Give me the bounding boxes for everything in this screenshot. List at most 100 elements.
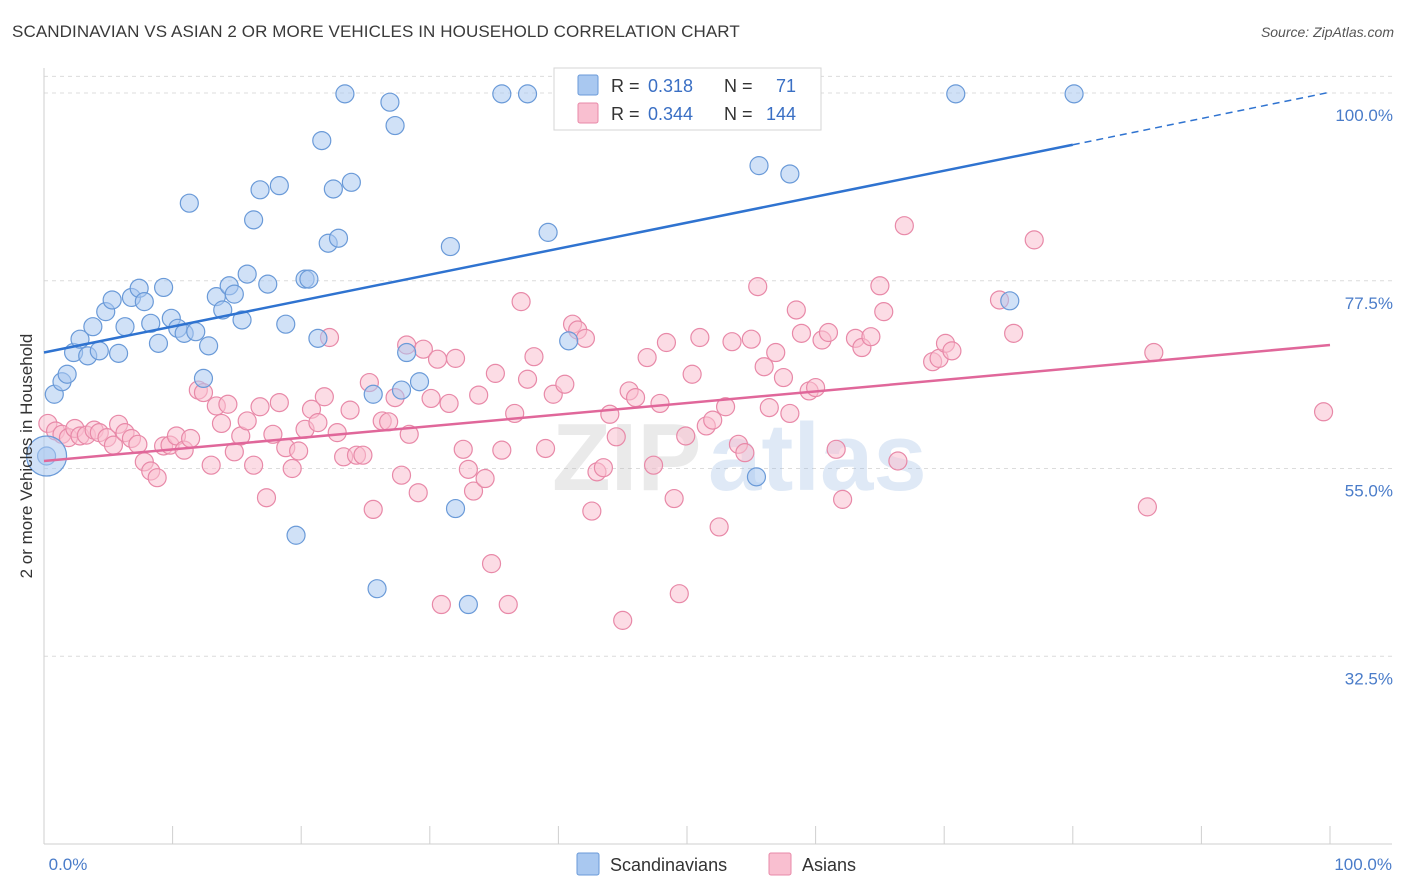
asians-point	[874, 302, 894, 322]
legend-n-label-scandinavians: N =	[724, 76, 753, 96]
asians-point	[1137, 497, 1157, 517]
asians-point	[269, 392, 289, 413]
asians-point	[625, 387, 646, 408]
scandinavians-point	[108, 343, 129, 363]
asians-point	[463, 481, 484, 501]
series-legend-swatch-scandinavians	[576, 852, 600, 876]
asians-point	[606, 427, 626, 447]
asians-point	[327, 423, 347, 443]
asians-point	[353, 445, 373, 465]
asians-point	[453, 439, 473, 459]
scandinavians-point	[341, 172, 361, 192]
scandinavians-point	[749, 156, 769, 176]
asians-point	[833, 489, 853, 509]
asians-trendline	[43, 343, 1331, 463]
asians-point	[715, 397, 736, 417]
asians-point	[780, 403, 800, 424]
scandinavians-trendline-projection	[1072, 91, 1331, 146]
asians-point	[600, 404, 620, 424]
legend-r-value-asians: 0.344	[648, 104, 693, 124]
legend-swatch-asians	[577, 102, 599, 124]
scandinavians-point	[299, 269, 319, 289]
series-legend: Scandinavians Asians	[576, 852, 856, 876]
asians-point	[458, 459, 478, 479]
scandinavians-point	[440, 236, 460, 257]
asians-point	[517, 369, 538, 389]
scandinavians-point	[385, 115, 405, 136]
scandinavians-point	[232, 310, 252, 330]
scandinavians-point	[946, 84, 966, 104]
scandinavians-trendline	[43, 143, 1074, 354]
asians-point	[643, 455, 664, 475]
scandinavians-point	[89, 341, 109, 361]
asians-point	[218, 394, 238, 414]
asians-point	[1024, 230, 1044, 250]
scandinavians-point	[780, 164, 800, 184]
asians-point	[524, 347, 544, 367]
asians-point	[593, 458, 614, 478]
asians-point	[759, 398, 779, 418]
legend-n-label-asians: N =	[724, 104, 753, 124]
asians-point	[656, 332, 677, 353]
asians-point	[575, 328, 596, 348]
legend-r-label-asians: R =	[611, 104, 640, 124]
asians-point	[754, 357, 774, 377]
scandinavians-point	[367, 579, 387, 599]
asians-point	[741, 329, 761, 349]
asians-point	[498, 594, 518, 615]
scandinavians-point	[746, 467, 767, 487]
trendlines	[43, 91, 1331, 463]
scandinavians-point	[148, 333, 169, 353]
scandinavians-point	[492, 84, 512, 104]
asians-point	[475, 468, 495, 489]
asians-point	[613, 610, 633, 630]
y-axis-label: 2 or more Vehicles in Household	[17, 334, 36, 579]
scandinavians-point	[153, 277, 174, 298]
asians-point	[818, 322, 839, 343]
scandinavians-point	[250, 180, 270, 200]
scandinavians-point	[363, 384, 383, 404]
asians-point	[237, 411, 257, 431]
asians-point	[427, 349, 448, 369]
scandinavians-point	[308, 328, 328, 348]
legend-r-value-scandinavians: 0.318	[648, 76, 693, 96]
scandinavians-point	[258, 274, 278, 294]
scandinavians-point	[1000, 291, 1020, 311]
asians-point	[703, 410, 723, 430]
asians-points	[38, 216, 1334, 630]
x-tick-labels: 0.0% 100.0%	[49, 855, 1392, 874]
scandinavians-point	[141, 313, 161, 333]
scandinavians-point	[409, 372, 430, 392]
legend-n-value-asians: 144	[766, 104, 796, 124]
scandinavians-point	[559, 331, 579, 351]
asians-point	[363, 499, 383, 520]
asians-point	[664, 488, 684, 509]
asians-point	[791, 323, 812, 343]
asians-point	[289, 441, 309, 461]
series-legend-label-asians: Asians	[802, 855, 856, 875]
asians-point	[431, 594, 451, 615]
asians-point	[391, 465, 412, 485]
x-tick-label-min: 0.0%	[49, 855, 88, 874]
scandinavians-point	[391, 380, 412, 400]
asians-point	[1004, 323, 1024, 343]
scandinavians-point	[134, 292, 154, 312]
scandinavians-point	[286, 525, 306, 545]
asians-point	[942, 341, 962, 361]
asians-point	[861, 327, 881, 347]
asians-point	[735, 443, 755, 463]
asians-point	[308, 413, 328, 433]
scandinavians-point	[312, 130, 332, 151]
series-legend-label-scandinavians: Scandinavians	[610, 855, 727, 875]
scandinavians-point	[269, 176, 289, 196]
asians-point	[211, 413, 232, 434]
scandinavians-point	[244, 210, 264, 230]
asians-point	[535, 438, 556, 459]
scandinavians-point-large	[25, 435, 68, 477]
scandinavians-point	[193, 368, 214, 388]
series-legend-swatch-asians	[768, 852, 792, 876]
asians-point	[244, 455, 264, 475]
asians-point	[439, 393, 459, 414]
stats-legend: R = 0.318 N = 71 R = 0.344 N = 144	[553, 67, 822, 131]
